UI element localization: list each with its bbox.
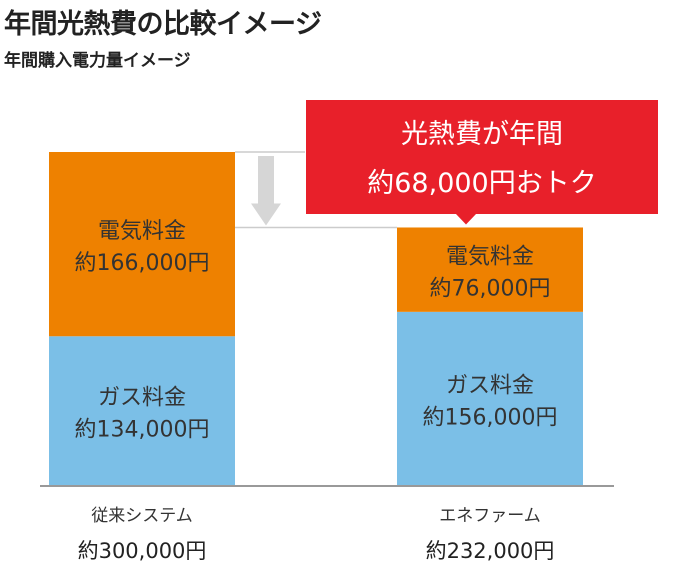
total-label-1: 約232,000円	[426, 539, 555, 563]
savings-arrow-icon	[251, 156, 281, 226]
bar-gas-0	[49, 336, 235, 485]
bar-gas-value-label-0: 約134,000円	[75, 418, 210, 443]
bar-gas-value-label-1: 約156,000円	[423, 405, 558, 430]
savings-callout-line1: 光熱費が年間	[401, 119, 563, 150]
bar-gas-1	[397, 311, 583, 485]
bar-gas-name-1: ガス料金	[446, 373, 534, 398]
bar-electricity-name-1: 電気料金	[446, 245, 534, 270]
category-label-1: エネファーム	[439, 506, 541, 526]
category-label-0: 従来システム	[91, 506, 193, 526]
bar-electricity-0	[49, 152, 235, 337]
total-label-0: 約300,000円	[78, 539, 207, 563]
page-subtitle: 年間購入電力量イメージ	[4, 51, 191, 71]
savings-callout	[306, 100, 658, 225]
bar-electricity-value-label-1: 約76,000円	[430, 277, 551, 302]
bar-electricity-value-label-0: 約166,000円	[75, 251, 210, 276]
savings-callout-line2: 約68,000円おトク	[367, 168, 596, 199]
bar-gas-name-0: ガス料金	[98, 386, 186, 411]
bar-electricity-1	[397, 227, 583, 312]
bar-electricity-name-0: 電気料金	[98, 219, 186, 244]
page-title: 年間光熱費の比較イメージ	[4, 9, 322, 40]
